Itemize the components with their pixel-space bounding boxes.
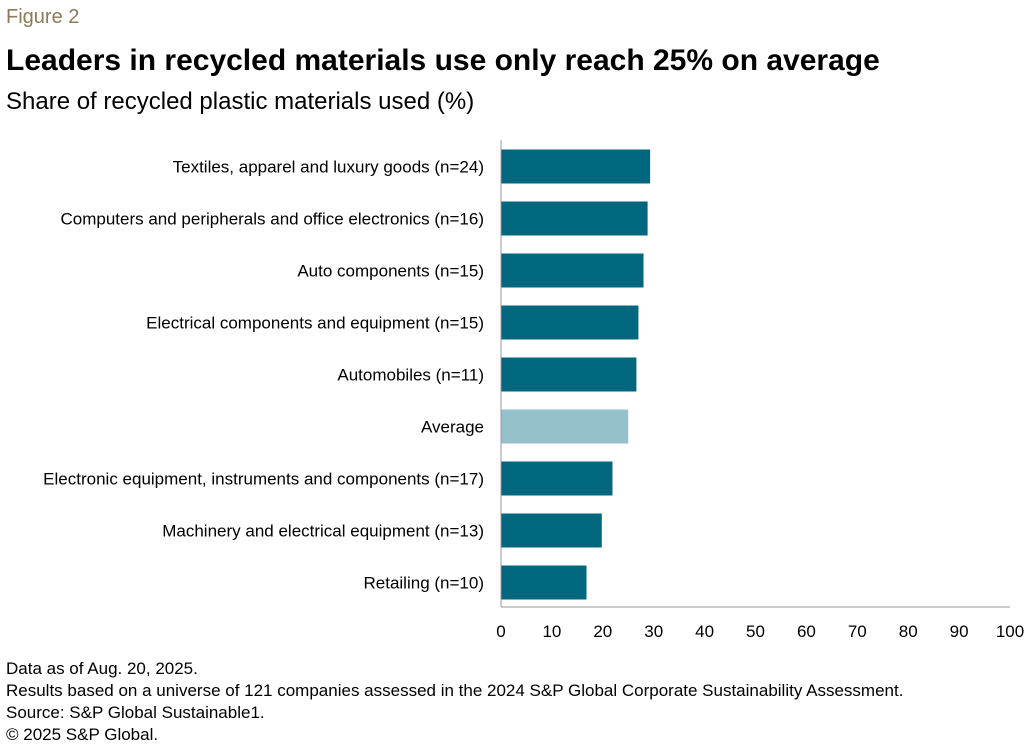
x-tick-label-4: 40 <box>695 622 714 641</box>
category-label-2: Auto components (n=15) <box>297 262 484 281</box>
x-tick-label-9: 90 <box>950 622 969 641</box>
figure-label: Figure 2 <box>6 6 80 28</box>
x-tick-label-2: 20 <box>593 622 612 641</box>
category-labels-layer: Textiles, apparel and luxury goods (n=24… <box>43 158 484 593</box>
chart-subtitle: Share of recycled plastic materials used… <box>6 88 475 115</box>
x-tick-label-7: 70 <box>848 622 867 641</box>
category-label-7: Machinery and electrical equipment (n=13… <box>162 522 484 541</box>
x-tick-label-3: 30 <box>644 622 663 641</box>
footnote-source: Source: S&P Global Sustainable1. <box>6 703 265 722</box>
footnotes: Data as of Aug. 20, 2025. Results based … <box>6 658 903 746</box>
category-label-4: Automobiles (n=11) <box>337 366 484 385</box>
bar-0 <box>501 149 651 184</box>
bar-7 <box>501 513 602 548</box>
x-tick-label-0: 0 <box>496 622 505 641</box>
x-tick-label-1: 10 <box>542 622 561 641</box>
bar-2 <box>501 253 644 288</box>
bar-4 <box>501 357 637 392</box>
footnote-copyright: © 2025 S&P Global. <box>6 725 159 744</box>
footnote-universe: Results based on a universe of 121 compa… <box>6 681 904 700</box>
bar-3 <box>501 305 639 340</box>
category-label-6: Electronic equipment, instruments and co… <box>43 470 484 489</box>
category-label-5: Average <box>421 418 484 437</box>
x-tick-label-10: 100 <box>996 622 1024 641</box>
x-tick-label-6: 60 <box>797 622 816 641</box>
chart-title: Leaders in recycled materials use only r… <box>6 44 880 77</box>
axis-layer: 0 10 20 30 40 50 60 70 80 90 100 <box>496 140 1024 641</box>
bar-chart: Textiles, apparel and luxury goods (n=24… <box>43 140 1024 641</box>
category-label-0: Textiles, apparel and luxury goods (n=24… <box>173 158 484 177</box>
bar-5 <box>501 409 629 444</box>
category-label-1: Computers and peripherals and office ele… <box>60 210 484 229</box>
category-label-8: Retailing (n=10) <box>364 574 485 593</box>
category-label-3: Electrical components and equipment (n=1… <box>146 314 484 333</box>
bar-1 <box>501 201 648 236</box>
x-tick-label-5: 50 <box>746 622 765 641</box>
footnote-date: Data as of Aug. 20, 2025. <box>6 659 198 678</box>
bar-8 <box>501 565 587 600</box>
bar-6 <box>501 461 613 496</box>
bars-layer <box>501 149 651 600</box>
x-tick-label-8: 80 <box>899 622 918 641</box>
